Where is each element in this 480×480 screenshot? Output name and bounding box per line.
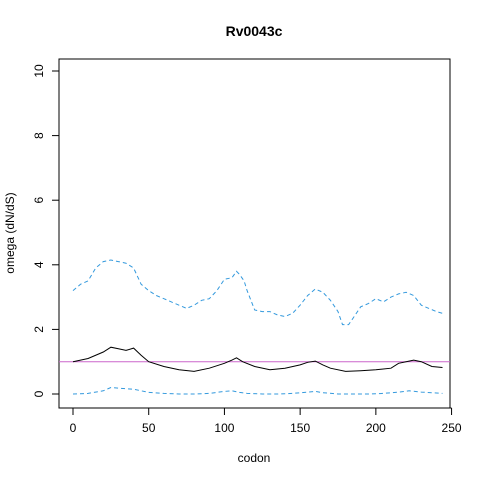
- omega-line: [72, 346, 443, 372]
- lower-ci-line: [72, 386, 443, 395]
- x-tick-label: 100: [214, 421, 234, 435]
- x-tick-label: 50: [142, 421, 156, 435]
- y-tick-label: 6: [32, 197, 46, 204]
- y-tick-label: 4: [32, 261, 46, 268]
- x-tick-label: 250: [442, 421, 462, 435]
- y-axis: 0 2 4 6 8 10: [32, 64, 60, 397]
- x-tick-label: 0: [70, 421, 77, 435]
- chart-title: Rv0043c: [226, 23, 283, 39]
- x-axis: 0 50 100 150 200 250: [70, 407, 462, 435]
- y-axis-label: omega (dN/dS): [3, 192, 17, 273]
- upper-ci-line: [72, 259, 443, 326]
- x-tick-label: 200: [366, 421, 386, 435]
- x-tick-label: 150: [290, 421, 310, 435]
- y-tick-label: 2: [32, 326, 46, 333]
- x-axis-label: codon: [238, 451, 271, 465]
- plot-frame: [58, 58, 451, 409]
- y-tick-label: 8: [32, 132, 46, 139]
- y-tick-label: 10: [32, 64, 46, 78]
- y-tick-label: 0: [32, 390, 46, 397]
- plot-area: [59, 259, 450, 395]
